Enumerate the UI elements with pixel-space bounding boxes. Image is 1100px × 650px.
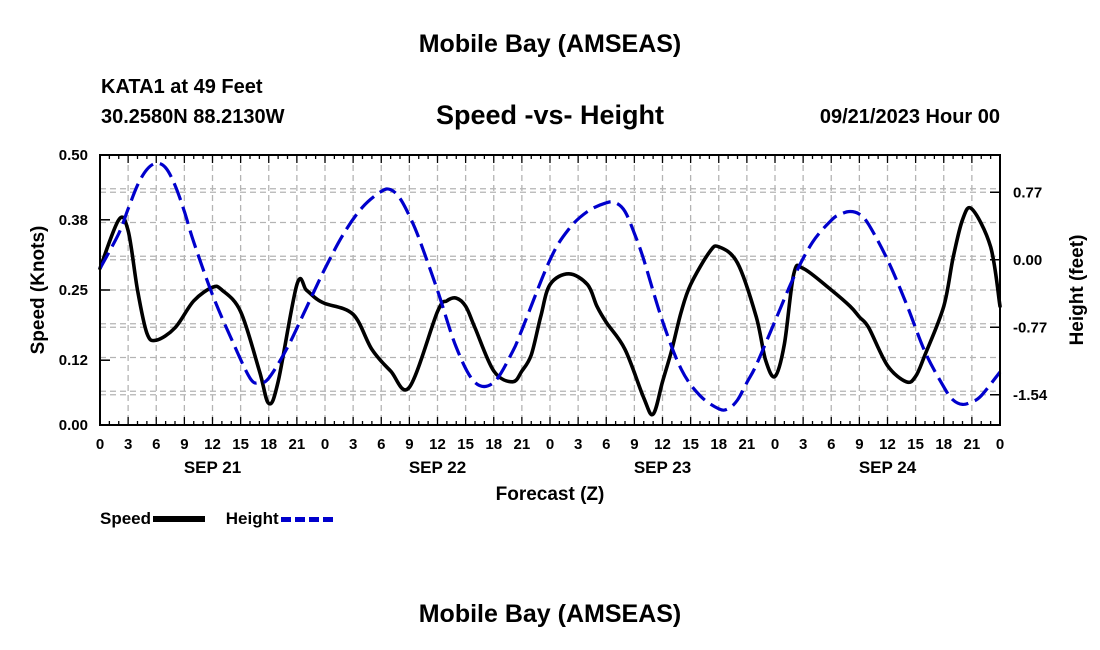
legend-label-height: Height — [225, 509, 279, 528]
x-tick-label: 0 — [546, 436, 554, 453]
station-name: KATA1 at 49 Feet — [101, 76, 263, 98]
x-tick-label: 12 — [204, 436, 221, 453]
x-axis-label: Forecast (Z) — [496, 484, 605, 505]
chart-legend: Speed Height — [100, 509, 349, 529]
x-day-label: SEP 21 — [184, 458, 241, 477]
x-tick-label: 9 — [180, 436, 188, 453]
x-tick-label: 6 — [827, 436, 835, 453]
x-tick-label: 9 — [630, 436, 638, 453]
x-tick-label: 9 — [405, 436, 413, 453]
legend-label-speed: Speed — [100, 509, 152, 528]
y-tick-label-right: -1.54 — [1013, 387, 1048, 404]
x-tick-label: 0 — [996, 436, 1004, 453]
x-tick-label: 15 — [682, 436, 699, 453]
x-tick-label: 0 — [771, 436, 779, 453]
legend-swatch-height — [280, 516, 333, 522]
legend-item-height: Height — [226, 509, 333, 529]
y-axis-label-right: Height (feet) — [1067, 235, 1088, 346]
x-tick-label: 6 — [602, 436, 610, 453]
x-tick-label: 18 — [485, 436, 502, 453]
x-tick-label: 21 — [739, 436, 756, 453]
x-tick-label: 15 — [457, 436, 474, 453]
x-tick-label: 9 — [855, 436, 863, 453]
y-tick-label-right: -0.77 — [1013, 319, 1047, 336]
y-tick-label-left: 0.25 — [59, 282, 88, 299]
y-tick-label-left: 0.38 — [59, 212, 88, 229]
x-tick-label: 12 — [879, 436, 896, 453]
x-tick-label: 3 — [574, 436, 582, 453]
chart-subtitle: Speed -vs- Height — [435, 100, 665, 130]
series-lines — [98, 161, 1002, 417]
x-tick-label: 15 — [907, 436, 924, 453]
legend-item-speed: Speed — [100, 509, 206, 529]
x-day-label: SEP 23 — [634, 458, 691, 477]
x-tick-label: 0 — [96, 436, 104, 453]
y-tick-label-left: 0.00 — [59, 417, 88, 434]
series-line-speed — [98, 205, 1002, 417]
chart-title: Mobile Bay (AMSEAS) — [418, 30, 682, 58]
x-tick-label: 21 — [514, 436, 531, 453]
series-line-height — [98, 161, 1002, 412]
y-tick-label-left: 0.50 — [59, 147, 88, 164]
x-tick-label: 12 — [654, 436, 671, 453]
x-tick-label: 6 — [152, 436, 160, 453]
y-tick-label-right: 0.77 — [1013, 184, 1042, 201]
y-axis-label-left: Speed (Knots) — [28, 226, 49, 355]
x-tick-label: 0 — [321, 436, 329, 453]
x-day-label: SEP 24 — [859, 458, 917, 477]
x-tick-label: 15 — [232, 436, 249, 453]
x-tick-label: 21 — [964, 436, 981, 453]
y-tick-label-right: 0.00 — [1013, 252, 1042, 269]
x-tick-label: 21 — [289, 436, 306, 453]
legend-swatch-speed — [153, 516, 206, 522]
x-tick-label: 3 — [799, 436, 807, 453]
forecast-run-time: 09/21/2023 Hour 00 — [819, 106, 1000, 128]
x-tick-label: 3 — [124, 436, 132, 453]
y-tick-label-left: 0.12 — [59, 352, 88, 369]
footer-title: Mobile Bay (AMSEAS) — [418, 600, 682, 628]
x-tick-label: 18 — [260, 436, 277, 453]
x-day-label: SEP 22 — [409, 458, 466, 477]
x-tick-label: 12 — [429, 436, 446, 453]
x-tick-label: 18 — [935, 436, 952, 453]
axes: 0 3 6 9 12 15 18 21 0 3 6 9 12 15 18 21 0 3 6 9 12 15 18 21 0 3 6 9… — [59, 147, 1048, 477]
x-tick-label: 6 — [377, 436, 385, 453]
x-tick-label: 3 — [349, 436, 357, 453]
grid-lines — [100, 155, 1000, 425]
station-coordinates: 30.2580N 88.2130W — [101, 106, 285, 128]
x-tick-label: 18 — [710, 436, 727, 453]
